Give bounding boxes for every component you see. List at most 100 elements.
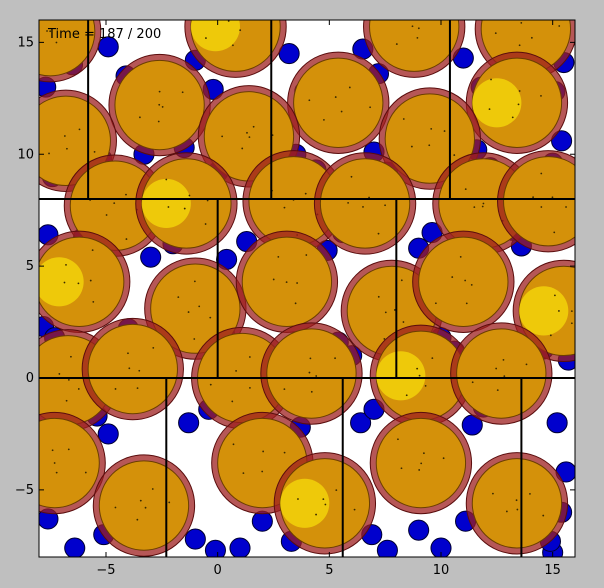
particle-dot [66, 7, 68, 9]
particle-dot [348, 86, 351, 89]
particle-dot [239, 4, 241, 6]
particle-dot [540, 172, 543, 175]
particle-dot [402, 118, 405, 120]
particle-dot [187, 311, 190, 313]
axis-ticks-layer: −5 0 5 10 15 −5 0 5 10 15 [15, 20, 575, 578]
particle-dot [235, 370, 237, 372]
particle-dot [416, 367, 419, 370]
particle-dot [495, 367, 498, 370]
particle-dot [410, 145, 413, 148]
particle-dot [384, 204, 386, 207]
particle-dot [518, 44, 521, 47]
particle-dot [77, 388, 80, 390]
particle-dot [369, 106, 372, 109]
small-particle [178, 412, 200, 434]
particle-dot [503, 375, 506, 378]
particle-dot [36, 52, 38, 54]
particle-dot [383, 338, 386, 340]
particle-dot [246, 131, 248, 134]
particle-dot [66, 147, 68, 150]
particle-dot [168, 501, 171, 504]
large-particle [384, 93, 476, 184]
particle-dot [285, 281, 288, 284]
particle-dot [431, 357, 434, 360]
small-particle [97, 423, 119, 445]
particle-dot [114, 388, 117, 390]
large-particle [293, 57, 384, 148]
particle-dot [305, 254, 308, 256]
particle-dot [125, 238, 128, 240]
particle-dot [570, 310, 573, 313]
large-particle [503, 156, 575, 247]
particle-dot [55, 41, 58, 44]
particle-dot [411, 25, 414, 28]
particle-dot [77, 282, 80, 285]
particle-dot [138, 369, 141, 372]
particle-dot [418, 469, 421, 471]
small-particle [350, 412, 372, 434]
large-particle [39, 417, 100, 509]
particle-dot [464, 188, 467, 191]
particle-dot [232, 44, 234, 47]
particle-dot [261, 470, 264, 473]
particle-dot [139, 499, 142, 502]
particle-dot [402, 321, 405, 323]
particle-dot [420, 462, 423, 465]
y-tick-label: 15 [17, 35, 34, 50]
particle-dot [89, 279, 92, 282]
particle-dot [206, 199, 209, 202]
particle-dot [297, 498, 299, 500]
particle-dot [67, 448, 70, 451]
particle-dot [151, 488, 154, 490]
particle-dot [248, 356, 251, 358]
small-particle [204, 539, 226, 557]
particle-dot [55, 471, 58, 474]
particle-dot [518, 90, 521, 92]
large-particle [87, 323, 178, 415]
particle-dot [167, 206, 170, 208]
particle-dot [65, 263, 67, 266]
cell-lines-layer [39, 20, 575, 557]
small-particle [64, 537, 86, 557]
particle-dot [308, 99, 311, 102]
small-particle [408, 519, 430, 541]
particle-dot [248, 136, 251, 139]
particle-dot [490, 78, 492, 81]
time-annotation: Time = 187 / 200 [47, 27, 161, 42]
large-particle [319, 158, 411, 249]
large-particle [266, 328, 357, 419]
particle-dot [397, 438, 399, 441]
particle-dot [340, 110, 343, 113]
particle-dot [324, 503, 327, 506]
y-tick-label: 5 [26, 259, 34, 274]
particle-dot [152, 346, 155, 349]
particle-dot [161, 106, 164, 108]
particle-dot [377, 295, 380, 298]
small-particle [184, 528, 206, 550]
particle-dot [384, 311, 387, 314]
particle-dot [405, 394, 408, 397]
particle-dot [144, 506, 147, 509]
particle-dot [296, 282, 298, 284]
particle-dot [294, 302, 297, 305]
particle-dot [283, 206, 286, 209]
particle-dot [554, 294, 556, 297]
particle-dot [157, 120, 160, 123]
particle-dot [205, 37, 207, 39]
large-particle [369, 20, 460, 72]
small-particle [430, 537, 452, 557]
particle-dot [335, 489, 338, 492]
particle-dot [268, 15, 270, 17]
particle-dot [209, 316, 212, 319]
particle-dot [63, 135, 66, 137]
small-particle [546, 412, 568, 434]
particle-dot [434, 7, 436, 9]
particle-dot [533, 9, 535, 11]
particle-dot [322, 498, 325, 501]
particle-dot [459, 256, 462, 258]
particle-dot [209, 383, 212, 386]
particle-dot [430, 127, 433, 130]
particle-dot [517, 103, 520, 106]
